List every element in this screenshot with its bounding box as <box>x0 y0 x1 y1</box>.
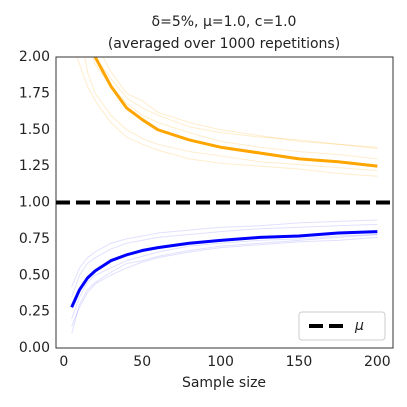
y-tick-label: 0.00 <box>19 340 50 356</box>
x-tick-label: 50 <box>133 354 151 370</box>
x-tick-label: 100 <box>207 354 234 370</box>
chart-title: δ=5%, μ=1.0, c=1.0 <box>152 14 297 30</box>
replicate-line <box>84 57 378 171</box>
replicate-line <box>102 57 378 148</box>
x-tick-label: 150 <box>286 354 313 370</box>
replicate-line <box>76 57 378 177</box>
replicate-line <box>71 219 378 288</box>
x-axis-label: Sample size <box>182 375 266 391</box>
replicate-line <box>71 234 378 334</box>
y-tick-label: 0.25 <box>19 304 50 320</box>
y-tick-label: 1.25 <box>19 158 50 174</box>
y-tick-label: 0.75 <box>19 231 50 247</box>
y-tick-label: 1.00 <box>19 195 50 211</box>
plot-area <box>70 57 378 334</box>
y-tick-label: 2.00 <box>19 49 50 65</box>
x-tick-label: 0 <box>59 354 68 370</box>
replicate-line <box>92 57 378 160</box>
x-tick-label: 200 <box>364 354 391 370</box>
mean-line <box>93 57 378 168</box>
replicate-line <box>71 236 378 327</box>
replicate-line <box>94 57 378 150</box>
mean-line <box>70 230 378 308</box>
y-tick-label: 1.75 <box>19 85 50 101</box>
legend-label: μ <box>354 318 364 334</box>
chart-subtitle: (averaged over 1000 repetitions) <box>108 36 340 52</box>
replicate-line <box>71 234 378 320</box>
replicate-line <box>71 223 378 298</box>
y-tick-label: 0.50 <box>19 267 50 283</box>
y-tick-label: 1.50 <box>19 122 50 138</box>
